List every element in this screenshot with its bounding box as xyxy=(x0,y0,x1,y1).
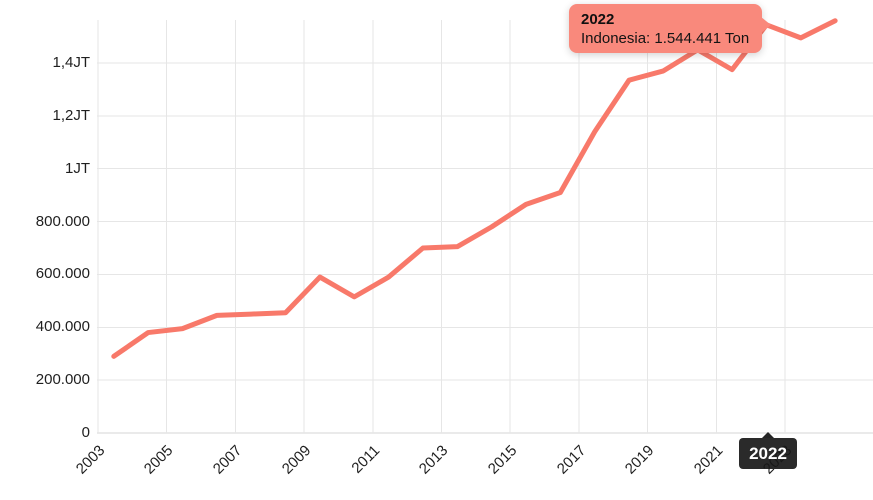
y-tick-label: 600.000 xyxy=(35,265,90,283)
tooltip-year: 2022 xyxy=(581,11,615,28)
x-axis-hover-label: 2022 xyxy=(739,432,797,469)
y-tick-label: 1,4JT xyxy=(52,54,90,71)
y-tick-label: 400.000 xyxy=(35,318,90,336)
y-tick-label: 1,2JT xyxy=(52,106,90,124)
y-tick-label: 200.000 xyxy=(35,371,90,389)
y-tick-label: 800.000 xyxy=(35,212,90,230)
y-tick-label: 0 xyxy=(81,424,90,441)
indonesia-series-line[interactable] xyxy=(111,18,838,359)
y-tick-label: 1JT xyxy=(64,159,90,177)
tooltip: 2022 Indonesia: 1.544.441 Ton xyxy=(569,4,771,53)
tooltip-value: Indonesia: 1.544.441 Ton xyxy=(581,30,750,47)
